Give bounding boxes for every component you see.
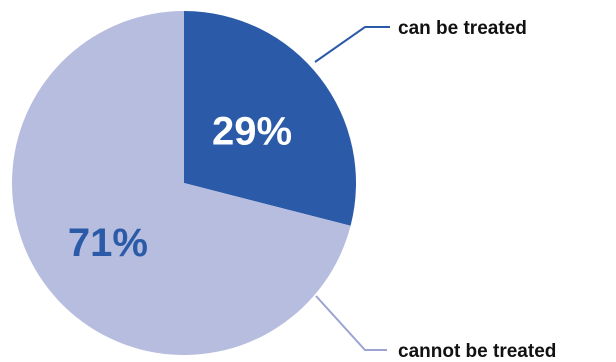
pie-slice-labels: 29% 71% xyxy=(68,109,292,265)
slice-value-label: 71% xyxy=(68,221,148,265)
slice-category-label: cannot be treated xyxy=(398,341,556,362)
leader-lines xyxy=(314,26,390,351)
pie-slice-can-be-treated xyxy=(184,11,357,226)
slice-legend-labels: can be treated cannot be treated xyxy=(398,18,556,362)
slice-value-label: 29% xyxy=(212,109,292,153)
leader-line xyxy=(314,26,390,63)
slice-category-label: can be treated xyxy=(398,18,527,39)
leader-line xyxy=(315,295,387,351)
pie-slices xyxy=(12,11,357,355)
pie-slice-cannot-be-treated xyxy=(12,11,351,355)
